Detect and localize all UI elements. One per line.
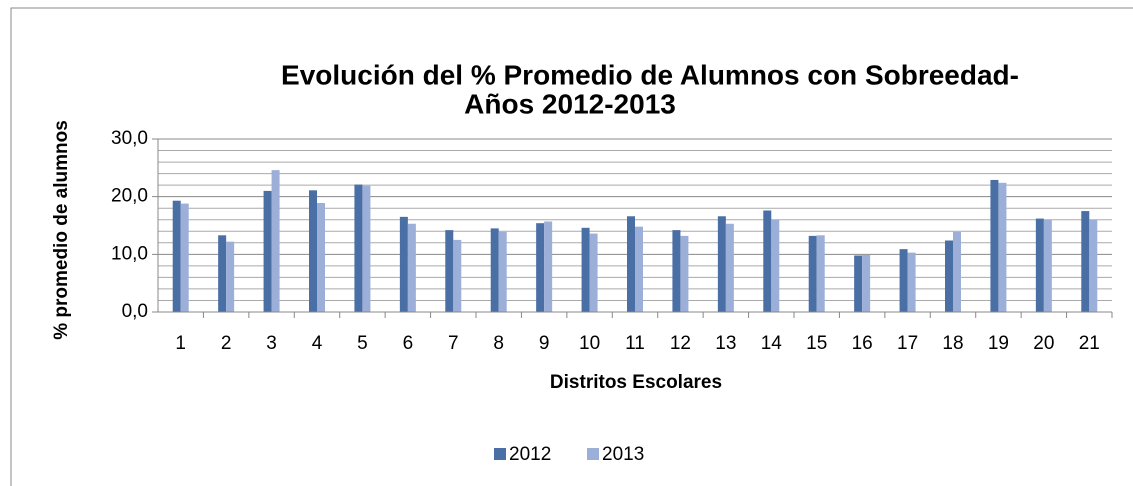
bar <box>862 254 871 312</box>
bar <box>581 227 590 312</box>
x-tick-label: 7 <box>448 333 459 354</box>
bar <box>218 235 227 312</box>
bar <box>635 226 643 312</box>
x-tick-label: 3 <box>266 333 277 354</box>
x-tick-label: 21 <box>1079 333 1100 354</box>
x-tick-label: 4 <box>312 333 323 354</box>
x-tick-label: 13 <box>715 333 736 354</box>
chart-title: Evolución del % Promedio de Alumnos con … <box>281 59 1019 90</box>
bar <box>498 231 507 312</box>
y-tick-label: 10,0 <box>111 243 148 264</box>
y-axis-title: % promedio de alumnos <box>51 120 72 340</box>
x-tick-label: 15 <box>806 333 827 354</box>
x-tick-label: 5 <box>357 333 368 354</box>
bar <box>589 233 598 312</box>
bar <box>763 210 772 312</box>
bar <box>945 240 953 312</box>
bar <box>317 203 325 312</box>
x-tick-label: 16 <box>852 333 873 354</box>
bar <box>1043 219 1052 312</box>
bar <box>907 252 916 312</box>
bar <box>627 216 635 312</box>
bar <box>407 223 416 312</box>
chart-border <box>10 7 1133 486</box>
legend-swatch <box>587 448 599 460</box>
x-tick-label: 9 <box>539 333 550 354</box>
bar <box>816 235 825 312</box>
x-tick-label: 1 <box>175 333 186 354</box>
y-tick-label: 30,0 <box>111 128 148 149</box>
bar <box>544 221 553 312</box>
y-tick-label: 0,0 <box>122 301 148 322</box>
x-tick-label: 14 <box>761 333 783 354</box>
x-tick-label: 8 <box>493 333 504 354</box>
x-tick-label: 6 <box>403 333 414 354</box>
bar <box>1081 211 1090 312</box>
x-tick-label: 17 <box>897 333 918 354</box>
x-tick-label: 20 <box>1033 333 1054 354</box>
bar <box>998 182 1007 312</box>
legend-label: 2012 <box>509 444 551 465</box>
x-tick-label: 10 <box>579 333 600 354</box>
bar <box>180 203 189 312</box>
bar <box>717 216 726 312</box>
bar <box>453 239 462 312</box>
bar <box>354 184 363 312</box>
x-tick-label: 2 <box>221 333 232 354</box>
bar <box>226 241 235 312</box>
bar <box>536 223 545 312</box>
bar <box>899 249 908 312</box>
bar <box>263 190 272 312</box>
bar <box>172 200 181 312</box>
bar <box>725 223 734 312</box>
x-axis-title: Distritos Escolares <box>550 372 722 393</box>
x-tick-label: 19 <box>988 333 1009 354</box>
bar <box>362 185 371 312</box>
bar <box>490 228 499 312</box>
bar <box>399 216 408 312</box>
bar <box>309 190 317 312</box>
bar <box>808 235 817 312</box>
x-tick-label: 18 <box>942 333 963 354</box>
bar <box>271 170 280 312</box>
bar <box>1089 219 1098 312</box>
x-tick-label: 12 <box>670 333 691 354</box>
bar <box>953 231 961 312</box>
bar <box>445 230 454 312</box>
bar <box>990 179 999 312</box>
bar <box>680 235 689 312</box>
bar <box>771 219 780 312</box>
y-tick-label: 20,0 <box>111 186 148 207</box>
bar <box>854 255 863 312</box>
x-tick-label: 11 <box>625 333 645 354</box>
bar <box>1035 218 1044 312</box>
legend-label: 2013 <box>602 444 644 465</box>
chart-subtitle: Años 2012-2013 <box>464 88 676 119</box>
legend-swatch <box>494 448 506 460</box>
bar <box>672 230 681 312</box>
